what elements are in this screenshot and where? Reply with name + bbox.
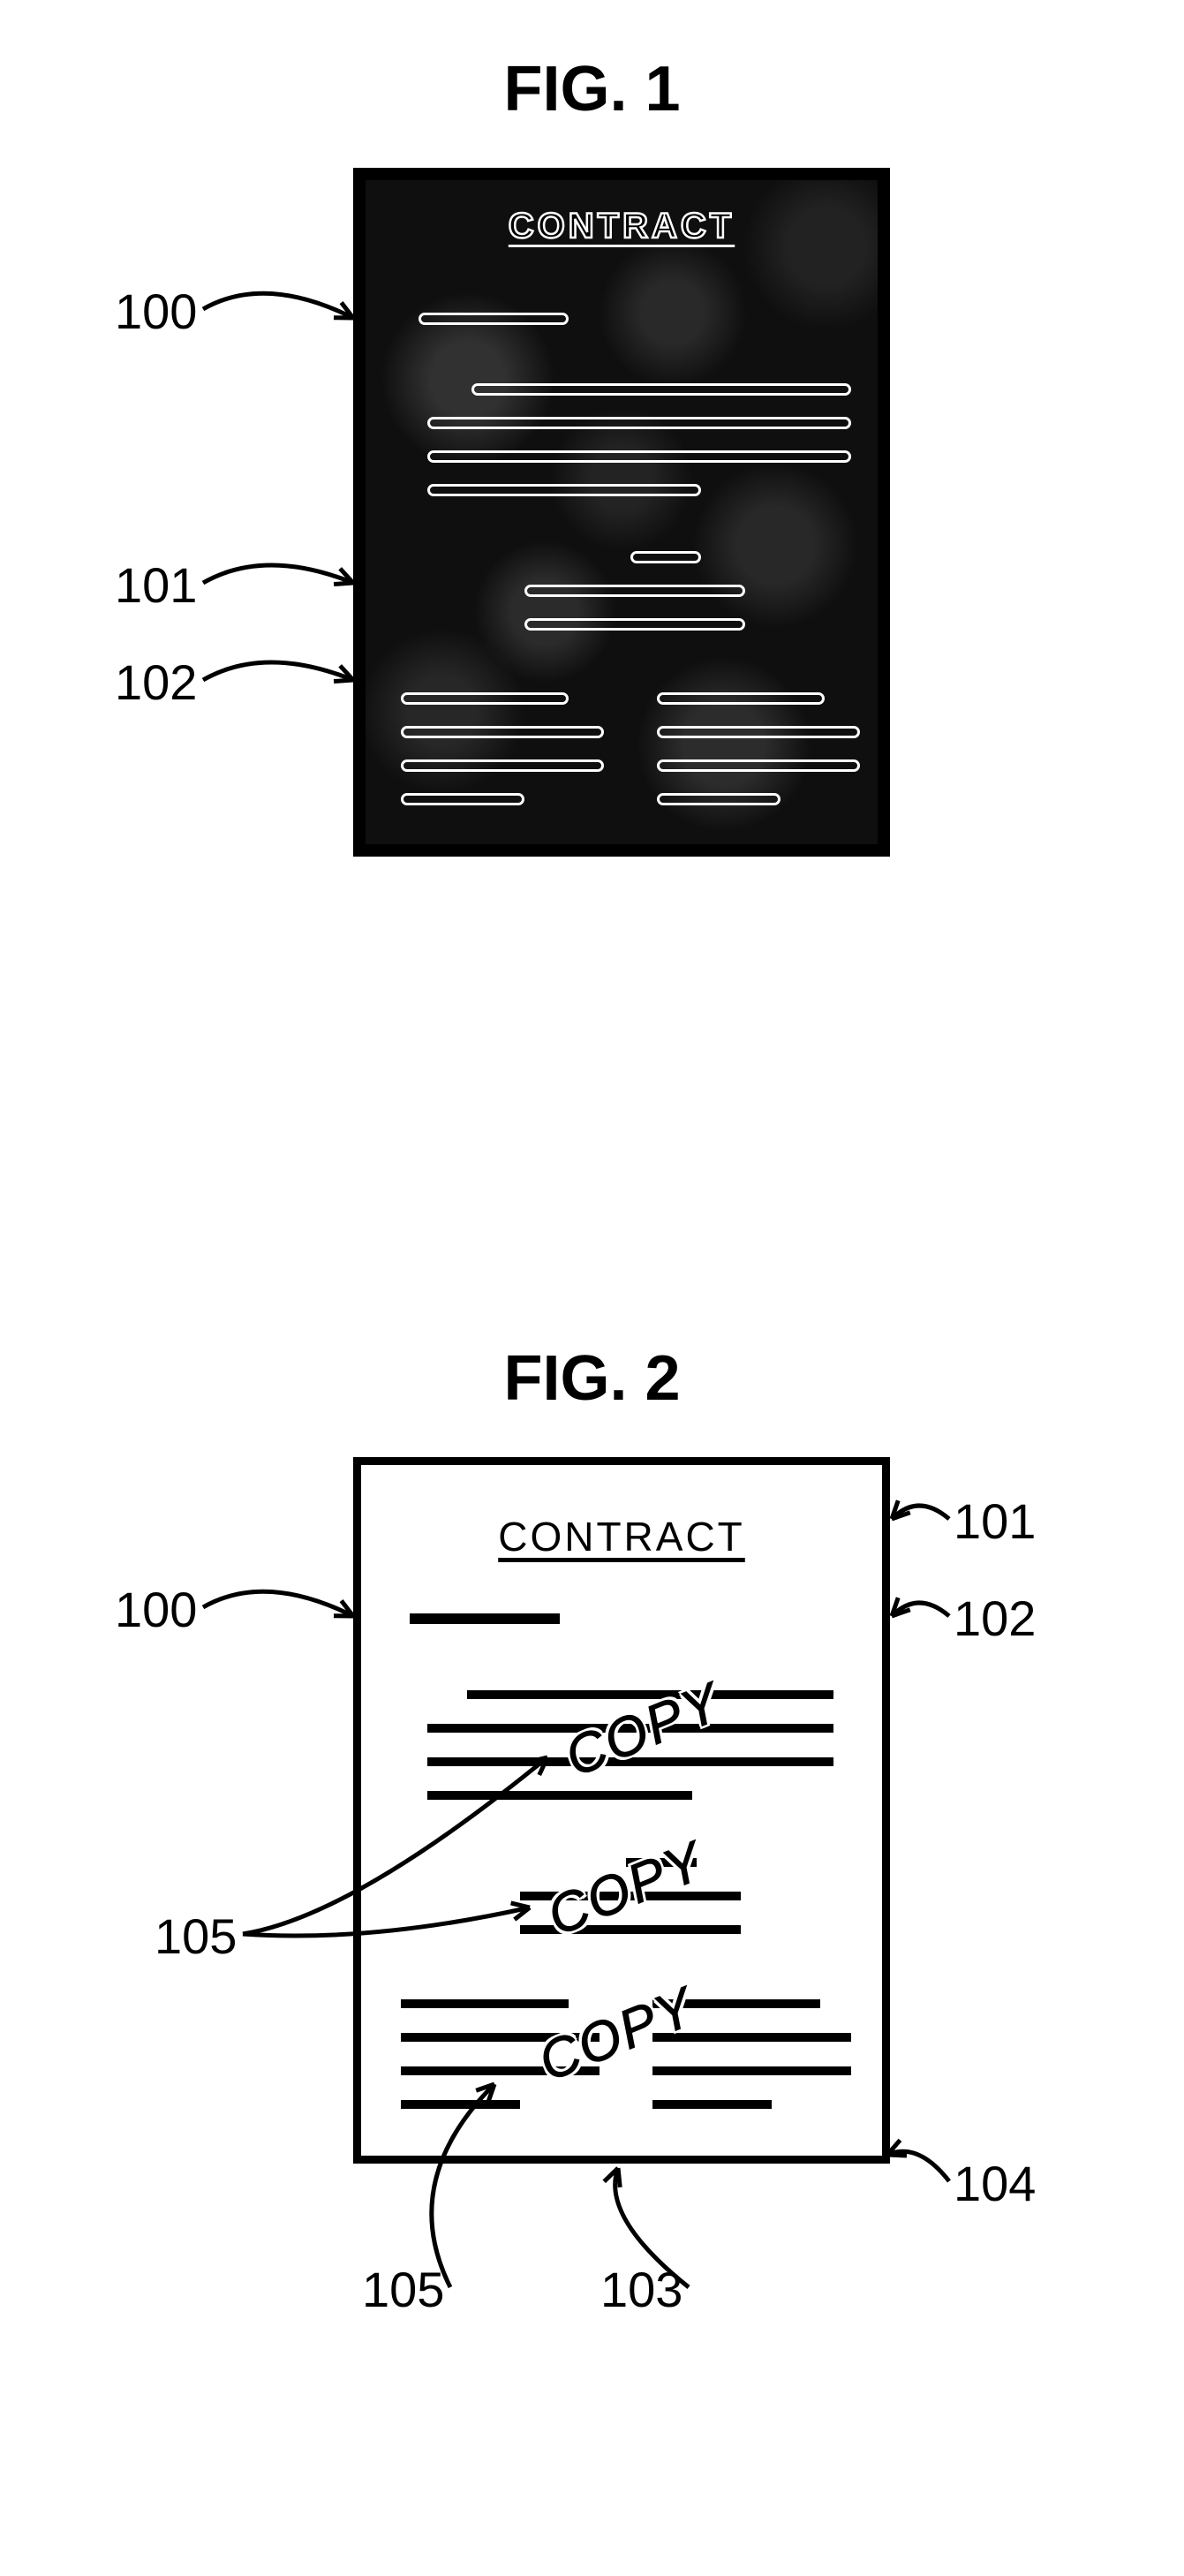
- fig1-text-line: [657, 759, 860, 772]
- fig2-text-line: [410, 1613, 560, 1624]
- fig1-text-line: [419, 313, 569, 325]
- fig1-dark-bg: CONTRACT: [366, 180, 878, 844]
- fig1-text-line: [401, 692, 569, 705]
- fig1-text-line: [401, 759, 604, 772]
- fig1-document: CONTRACT: [353, 168, 890, 857]
- ref-label: 100: [115, 283, 197, 340]
- fig2-title: FIG. 2: [503, 1342, 680, 1415]
- fig1-text-line: [657, 692, 825, 705]
- ref-label: 103: [600, 2261, 682, 2318]
- figure-canvas: FIG. 1 CONTRACT 100 101 102 FIG. 2 CONTRAC…: [0, 35, 1184, 2523]
- fig1-texture: [366, 180, 878, 844]
- ref-label: 105: [362, 2261, 444, 2318]
- fig1-text-line: [471, 383, 851, 396]
- fig2-text-line: [652, 2066, 851, 2075]
- fig1-text-line: [524, 618, 745, 631]
- fig1-text-line: [524, 585, 745, 597]
- fig2-doc-title: CONTRACT: [498, 1513, 745, 1560]
- ref-label: 105: [155, 1907, 237, 1965]
- fig1-text-line: [401, 793, 524, 805]
- fig1-text-line: [427, 417, 851, 429]
- fig2-text-line: [652, 2100, 772, 2109]
- fig1-text-line: [427, 484, 701, 496]
- fig2-text-line: [401, 2100, 520, 2109]
- ref-label: 101: [115, 556, 197, 614]
- fig2-text-line: [427, 1791, 692, 1800]
- copy-watermark: COPY: [557, 1671, 731, 1790]
- ref-label: 100: [115, 1581, 197, 1638]
- ref-label: 104: [954, 2155, 1036, 2212]
- fig1-text-line: [401, 726, 604, 738]
- fig1-text-line: [630, 551, 701, 563]
- fig1-text-line: [657, 793, 781, 805]
- fig1-text-line: [657, 726, 860, 738]
- fig1-title: FIG. 1: [503, 53, 680, 125]
- ref-label: 102: [115, 653, 197, 711]
- copy-watermark: COPY: [531, 1975, 705, 2095]
- ref-label: 102: [954, 1590, 1036, 1647]
- fig2-document: CONTRACT COPYCOPYCOPY: [353, 1457, 890, 2164]
- fig1-text-line: [427, 450, 851, 463]
- fig1-doc-title: CONTRACT: [509, 207, 735, 246]
- ref-label: 101: [954, 1492, 1036, 1550]
- fig2-text-line: [401, 1999, 569, 2008]
